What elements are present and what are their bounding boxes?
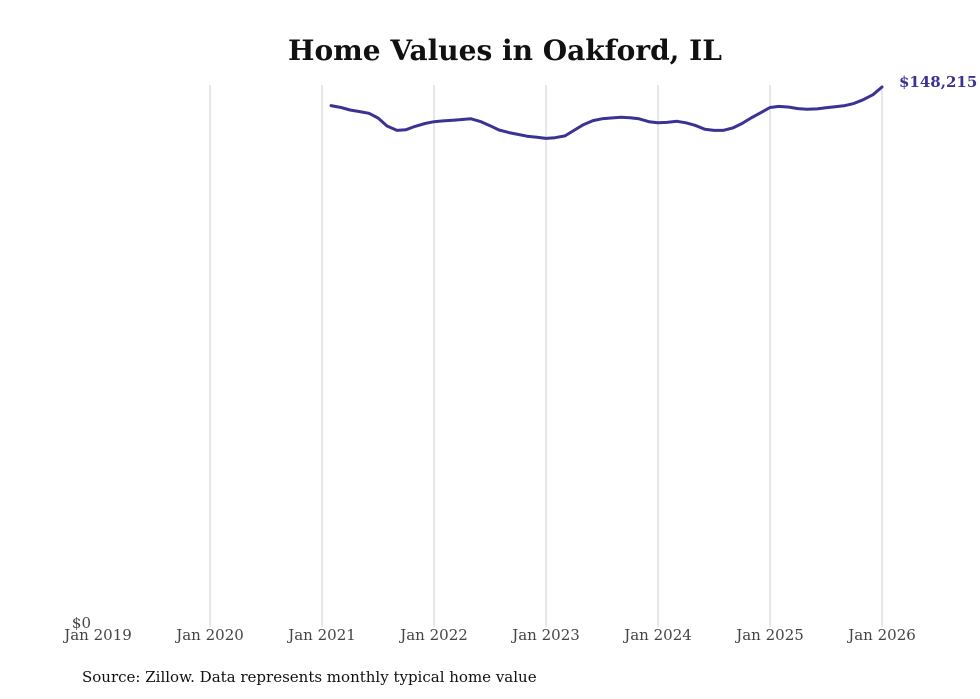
x-tick-label: Jan 2020 <box>174 626 244 644</box>
y-axis-ticks: $0 <box>72 614 91 632</box>
series-line <box>329 85 884 140</box>
x-tick-label: Jan 2025 <box>734 626 804 644</box>
x-axis-ticks: Jan 2019 Jan 2020 Jan 2021 Jan 2022 Jan 2023… <box>62 626 916 644</box>
series-layer <box>329 85 884 140</box>
x-tick-label: Jan 2019 <box>62 626 132 644</box>
x-tick-label: Jan 2024 <box>622 626 692 644</box>
x-tick-label: Jan 2023 <box>510 626 580 644</box>
gridlines <box>209 85 883 627</box>
x-tick-label: Jan 2021 <box>286 626 356 644</box>
source-note: Source: Zillow. Data represents monthly … <box>82 668 537 686</box>
x-tick-label: Jan 2026 <box>846 626 916 644</box>
x-tick-label: Jan 2022 <box>398 626 468 644</box>
y-tick-label: $0 <box>72 614 91 632</box>
end-value-label: $148,215 <box>899 73 977 91</box>
chart-title: Home Values in Oakford, IL <box>288 34 722 67</box>
